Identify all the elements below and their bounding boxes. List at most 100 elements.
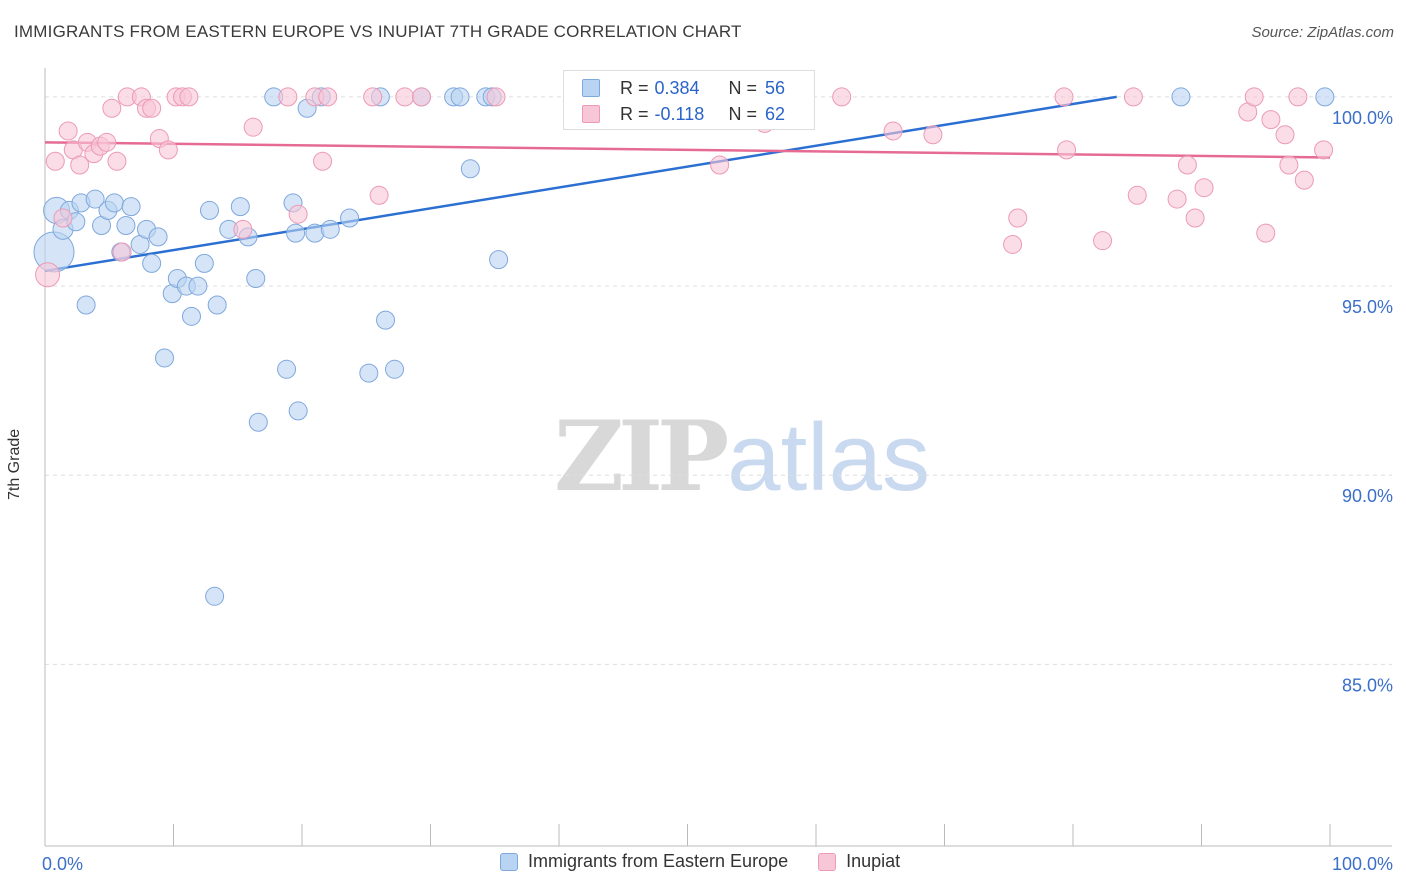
n-label: N = [728,103,758,124]
eastern-europe-point [76,295,96,315]
eastern-europe-point [340,208,360,228]
inupiat-point [412,87,432,107]
x-tick-label-min: 0.0% [42,854,83,874]
inupiat-point [1123,87,1143,107]
eastern-europe-point [1315,87,1335,107]
inupiat-point [1057,140,1077,160]
inupiat-point [70,155,90,175]
eastern-europe-point [246,269,266,289]
eastern-europe-point [205,586,225,606]
eastern-europe-point [85,189,105,209]
y-tick-label: 85.0% [1342,675,1393,695]
eastern-europe-point [1171,87,1191,107]
inupiat-point [102,98,122,118]
eastern-europe-point [376,310,396,330]
inupiat-point [53,208,73,228]
source-label: Source: ZipAtlas.com [1251,24,1394,41]
r-value: -0.118 [654,103,705,124]
inupiat-point [363,87,383,107]
inupiat-point [243,117,263,137]
legend-swatch-blue [500,852,518,871]
eastern-europe-point [207,295,227,315]
n-value: 62 [765,103,786,124]
inupiat-point [1185,208,1205,228]
y-tick-label: 100.0% [1332,108,1393,128]
inupiat-point [486,87,506,107]
inupiat-point [832,87,852,107]
eastern-europe-point [194,253,214,273]
y-tick-label: 90.0% [1342,486,1393,506]
eastern-europe-point [385,359,405,379]
inupiat-point [1054,87,1074,107]
eastern-europe-point [116,216,136,236]
inupiat-point [97,132,117,152]
r-value: 0.384 [654,77,700,98]
inupiat-point [1275,125,1295,145]
stats-row-inupiat: R = -0.118 N = 62 [582,102,786,126]
x-tick-label-max: 100.0% [1332,854,1393,874]
inupiat-point [1279,155,1299,175]
stats-swatch-blue [582,79,600,97]
eastern-europe-point [489,250,509,270]
eastern-europe-point [230,197,250,217]
watermark: ZIPatlas [554,400,930,513]
eastern-europe-point [155,348,175,368]
legend-item-eastern-europe[interactable]: Immigrants from Eastern Europe [500,851,788,872]
stats-row-eastern-europe: R = 0.384 N = 56 [582,76,786,100]
y-tick-label: 95.0% [1342,297,1393,317]
inupiat-point [142,98,162,118]
n-value: 56 [765,77,786,98]
eastern-europe-point [460,159,480,179]
eastern-europe-trend-line [44,95,1117,273]
eastern-europe-point [320,219,340,239]
r-label: R = [620,103,649,124]
inupiat-point [179,87,199,107]
inupiat-point [1194,178,1214,198]
inupiat-point [1127,185,1147,205]
legend-swatch-pink [818,852,837,871]
eastern-europe-point [359,363,379,383]
eastern-europe-point [181,306,201,326]
eastern-europe-point [286,223,306,243]
inupiat-point [1003,234,1023,254]
stats-swatch-pink [582,105,600,123]
inupiat-point [1177,155,1197,175]
inupiat-point [107,151,127,171]
eastern-europe-point [277,359,297,379]
inupiat-point [1261,110,1281,130]
eastern-europe-point [121,197,141,217]
watermark-zip: ZIP [554,400,729,513]
eastern-europe-point [450,87,470,107]
eastern-europe-point [142,253,162,273]
inupiat-point [35,262,61,288]
inupiat-point [58,121,78,141]
inupiat-point [158,140,178,160]
inupiat-point [313,151,333,171]
watermark-atlas: atlas [727,404,930,511]
eastern-europe-point [104,193,124,213]
gridlines [45,96,1392,665]
inupiat-point [1314,140,1334,160]
stats-box: R = 0.384 N = 56 R = -0.118 N = 62 [563,70,815,130]
inupiat-point [1294,170,1314,190]
eastern-europe-point [199,200,219,220]
inupiat-point [923,125,943,145]
eastern-europe-point [248,412,268,432]
inupiat-point [1093,231,1113,251]
inupiat-point [45,151,65,171]
inupiat-point [369,185,389,205]
inupiat-point [883,121,903,141]
trend-lines [44,95,1331,273]
legend-label: Immigrants from Eastern Europe [528,851,789,871]
legend-item-inupiat[interactable]: Inupiat [818,851,900,872]
inupiat-point [233,219,253,239]
inupiat-point [112,242,132,262]
inupiat-point [1256,223,1276,243]
inupiat-point [318,87,338,107]
eastern-europe-point [148,227,168,247]
axes [44,68,1392,847]
legend: Immigrants from Eastern Europe Inupiat [500,851,930,872]
inupiat-point [1244,87,1264,107]
inupiat-point [1167,189,1187,209]
